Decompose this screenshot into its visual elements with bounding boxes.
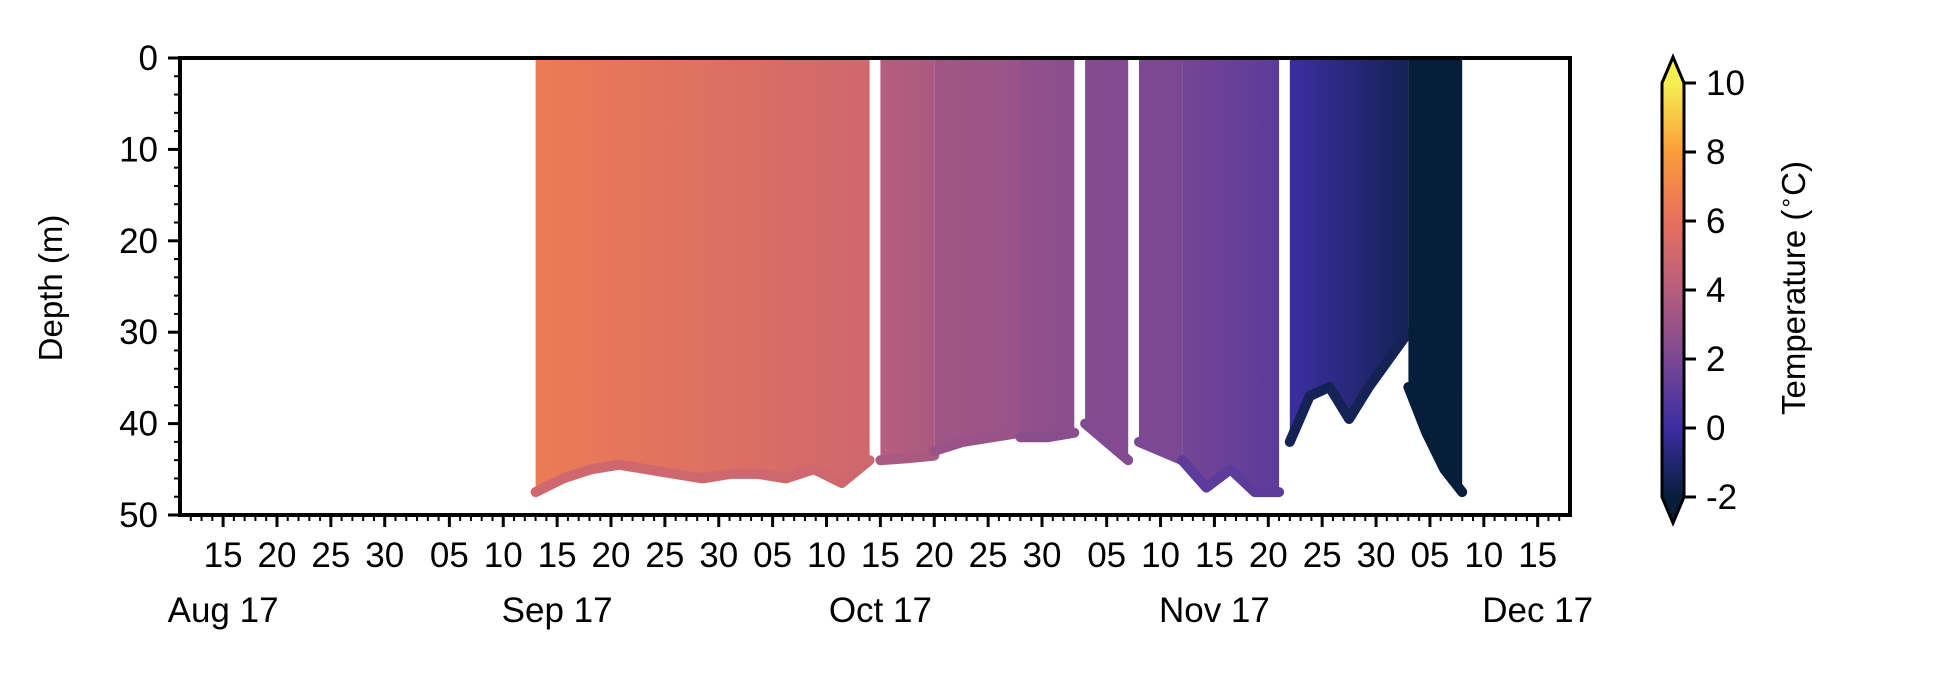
colorbar-label-degree: ∘: [1773, 196, 1798, 210]
x-tick-label: 10: [1141, 536, 1180, 575]
x-tick-label: 25: [1303, 536, 1342, 575]
y-tick-label: 30: [119, 313, 158, 352]
x-tick-label: 05: [430, 536, 469, 575]
x-month-label: Aug 17: [168, 591, 279, 630]
colorbar-tick-label: -2: [1706, 478, 1737, 517]
data-segment: [535, 58, 870, 493]
y-tick-label: 40: [119, 405, 158, 444]
axes: 0 10 20 30 40 50 15 20 25 30 05 10 15 20 25 30 05 10 15 20 2…: [119, 39, 1593, 630]
x-tick-label: 05: [1410, 536, 1449, 575]
x-tick-label: 30: [365, 536, 404, 575]
x-tick-label: 25: [969, 536, 1008, 575]
x-month-label: Sep 17: [502, 591, 613, 630]
x-tick-label: 20: [1249, 536, 1288, 575]
colorbar-label-unit: C): [1775, 161, 1812, 196]
data-segment-edge: [929, 427, 1026, 456]
data-segment: [1085, 58, 1129, 461]
x-tick-label: 20: [915, 536, 954, 575]
x-tick-label: 15: [1195, 536, 1234, 575]
x-tick-label: 30: [1023, 536, 1062, 575]
x-tick-label: 15: [1518, 536, 1557, 575]
x-month-label: Oct 17: [829, 591, 932, 630]
data-segment: [1182, 58, 1280, 493]
data-segment-edge: [1177, 455, 1285, 498]
y-tick-label: 10: [119, 130, 158, 169]
colorbar-tick-label: 2: [1706, 340, 1725, 379]
colorbar-tick-label: 10: [1706, 64, 1745, 103]
data-segment: [934, 58, 1021, 451]
y-axis-label: Depth (m): [32, 215, 69, 362]
colorbar-label: Temperature (∘C): [1773, 161, 1812, 415]
x-tick-label: 10: [1464, 536, 1503, 575]
data-segment: [1139, 58, 1183, 461]
plot-frame: [178, 56, 1572, 517]
colorbar-tick-label: 8: [1706, 133, 1725, 172]
data-segment-edge: [875, 450, 940, 466]
x-tick-label: 30: [1357, 536, 1396, 575]
x-tick-label: 30: [699, 536, 738, 575]
data-segment: [1289, 58, 1409, 442]
data-segment: [1408, 58, 1463, 493]
colorbar-tick-label: 0: [1706, 409, 1725, 448]
y-tick-label: 20: [119, 222, 158, 261]
plot-area: [530, 58, 1468, 498]
colorbar-tick-label: 4: [1706, 271, 1725, 310]
x-tick-label: 25: [311, 536, 350, 575]
data-segment-edge: [1284, 327, 1414, 447]
colorbar-tick-label: 6: [1706, 202, 1725, 241]
colorbar: -2 0 2 4 6 8 10: [1660, 53, 1745, 527]
x-month-label: Nov 17: [1159, 591, 1270, 630]
y-tick-label: 0: [139, 39, 158, 78]
data-segment-edge: [1015, 427, 1080, 443]
data-segment-edge: [1403, 382, 1468, 498]
colorbar-extend-max: [1662, 57, 1684, 83]
x-tick-label: 20: [258, 536, 297, 575]
colorbar-label-main: Temperature (: [1775, 210, 1812, 415]
data-segment: [880, 58, 935, 461]
x-tick-label: 15: [861, 536, 900, 575]
colorbar-gradient: [1662, 83, 1684, 497]
x-tick-label: 10: [807, 536, 846, 575]
y-tick-label: 50: [119, 496, 158, 535]
x-tick-label: 15: [538, 536, 577, 575]
colorbar-extend-min: [1662, 497, 1684, 523]
data-segment-edge: [1080, 418, 1134, 466]
x-tick-label: 05: [1087, 536, 1126, 575]
x-tick-label: 15: [204, 536, 243, 575]
data-segment: [1020, 58, 1075, 438]
x-month-label: Dec 17: [1482, 591, 1593, 630]
data-segment-edge: [1134, 436, 1188, 466]
x-tick-label: 10: [484, 536, 523, 575]
x-tick-label: 05: [753, 536, 792, 575]
x-tick-label: 20: [592, 536, 631, 575]
x-tick-label: 25: [645, 536, 684, 575]
data-segment-edge: [530, 455, 875, 498]
